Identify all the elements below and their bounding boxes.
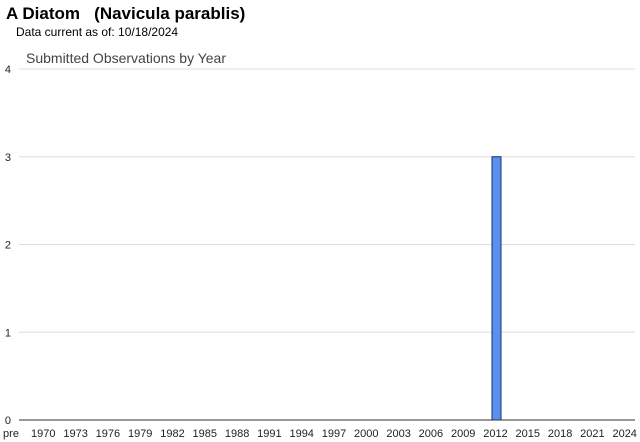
species-title: A Diatom (Navicula parablis) xyxy=(6,4,246,23)
x-tick-label-1970: 1970 xyxy=(31,428,55,440)
x-tick-label-2012: 2012 xyxy=(483,428,507,440)
y-axis-ticks: 0 1 2 3 4 xyxy=(5,64,11,427)
x-tick-label-1985: 1985 xyxy=(193,428,217,440)
bar-2012 xyxy=(491,156,502,421)
y-tick-label-3: 3 xyxy=(5,152,11,164)
y-tick-label-0: 0 xyxy=(5,415,11,427)
x-tick-label-1976: 1976 xyxy=(96,428,120,440)
x-tick-label-1973: 1973 xyxy=(63,428,87,440)
x-axis-ticks: pre 1970 1973 1976 1979 1982 1985 1988 1991 1994 1… xyxy=(3,428,637,440)
x-tick-label-2015: 2015 xyxy=(516,428,540,440)
data-current-date: Data current as of: 10/18/2024 xyxy=(16,25,179,39)
x-tick-label-1982: 1982 xyxy=(160,428,184,440)
x-tick-label-2006: 2006 xyxy=(419,428,443,440)
grid-lines xyxy=(19,68,635,333)
chart-title: Submitted Observations by Year xyxy=(26,50,226,66)
y-tick-label-2: 2 xyxy=(5,240,11,252)
x-tick-label-1994: 1994 xyxy=(289,428,313,440)
x-tick-label-1979: 1979 xyxy=(128,428,152,440)
y-tick-label-4: 4 xyxy=(5,64,11,76)
x-tick-label-1997: 1997 xyxy=(322,428,346,440)
x-tick-label-pre: pre xyxy=(3,428,19,440)
x-tick-label-2009: 2009 xyxy=(451,428,475,440)
x-tick-label-1991: 1991 xyxy=(257,428,281,440)
y-tick-label-1: 1 xyxy=(5,327,11,339)
bars xyxy=(491,156,502,421)
x-tick-label-1988: 1988 xyxy=(225,428,249,440)
x-tick-label-2000: 2000 xyxy=(354,428,378,440)
x-tick-label-2018: 2018 xyxy=(548,428,572,440)
x-tick-label-2024: 2024 xyxy=(612,428,636,440)
x-tick-label-2021: 2021 xyxy=(580,428,604,440)
x-tick-label-2003: 2003 xyxy=(386,428,410,440)
